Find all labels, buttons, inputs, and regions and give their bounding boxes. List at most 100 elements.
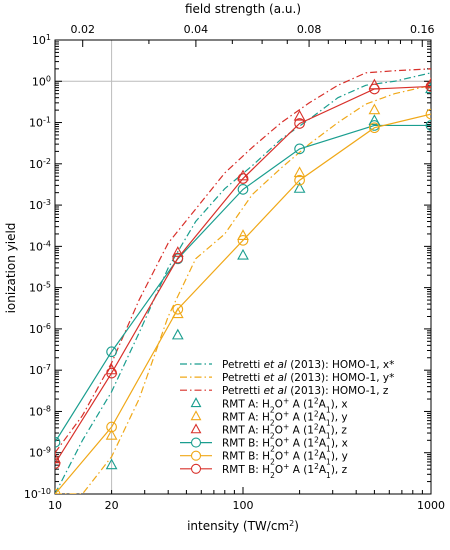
tick-base: 10 [29,117,43,130]
y-tick-label: 10-10 [24,487,51,502]
legend-label: RMT A: H2O+ A (12A1), y [222,409,348,427]
text-span: A (1 [289,398,314,410]
tick-base: 10 [29,199,43,212]
text-span: O [275,398,283,410]
legend: Petretti et al (2013): HOMO-1, x*Petrett… [180,359,394,479]
data-point-circle [369,122,380,134]
text-span: O [275,425,283,437]
legend-label: Petretti et al (2013): HOMO-1, y* [222,372,394,384]
data-point-circle [237,234,249,246]
legend-superscript: + [283,409,289,418]
x-tick-label: 10 [48,499,62,512]
data-point-circle [237,173,249,184]
data-point-circle [106,421,117,433]
legend-triangle-sample [190,397,202,408]
x2-tick-label: 0.02 [70,23,95,36]
legend-subscript: 2 [270,444,275,453]
text-span: RMT B: H [222,464,270,476]
data-point-circle [106,346,117,358]
data-point-triangle [368,114,381,125]
text-span: RMT B: H [222,438,270,450]
tick-base: 10 [29,240,43,253]
tick-exponent: -8 [43,404,51,413]
y-tick-label: 100 [32,74,51,89]
text-span: ), z [331,425,348,437]
legend-superscript: 2 [314,396,319,405]
legend-italic: et al [264,372,287,384]
y-tick-label: 10-6 [29,321,51,336]
legend-italic: et al [264,359,287,371]
text-span: Petretti [222,372,264,384]
legend-superscript: 2 [314,448,319,457]
tick-base: 10 [29,405,43,418]
tick-exponent: -10 [38,487,51,496]
data-point-triangle [237,169,249,181]
legend-circle-sample [190,437,202,448]
text-span: O [275,464,283,476]
unit-superscript: 2 [289,519,294,528]
x-tick-label: 20 [105,499,119,512]
y-tick-label: 10-4 [29,239,51,254]
text-span: RMT B: H [222,451,270,463]
legend-subscript: 1 [326,418,331,427]
text-span: O [275,451,283,463]
data-point-circle [55,488,61,494]
x-tick-label: 100 [233,499,254,512]
tick-exponent: -6 [43,321,51,330]
text-span: A [319,438,327,450]
text-span: Petretti [222,385,264,397]
legend-subscript: 1 [326,470,331,479]
data-point-triangle [425,77,431,89]
y-tick-label: 101 [32,33,51,48]
tick-exponent: 1 [46,33,51,42]
legend-label: Petretti et al (2013): HOMO-1, z [222,385,389,397]
text-span: A [319,411,327,423]
data-point-circle [294,118,305,129]
top-axis-title: field strength (a.u.) [185,2,301,16]
tick-exponent: -3 [43,198,51,207]
legend-subscript: 1 [326,444,331,453]
legend-superscript: + [283,435,289,444]
y-tick-label: 10-9 [29,445,51,460]
data-point-triangle [293,166,306,178]
legend-superscript: + [283,396,289,405]
legend-superscript: 2 [314,435,319,444]
x2-tick-label: 0.04 [184,23,209,36]
data-point-circle [106,367,117,379]
legend-superscript: + [283,448,289,457]
legend-label: RMT B: H2O+ A (12A1), x [222,435,348,453]
tick-base: 10 [29,158,43,171]
legend-label: RMT A: H2O+ A (12A1), z [222,422,347,440]
legend-subscript: 2 [270,457,275,466]
tick-base: 10 [32,75,46,88]
text-span: ), x [331,398,348,410]
data-point-triangle [105,458,118,470]
text-span: A [319,425,327,437]
data-point-triangle [368,103,381,115]
data-point-circle [294,143,305,155]
data-point-triangle [237,229,249,240]
legend-superscript: + [283,461,289,470]
x-axis-title: intensity (TW/cm2) [187,519,299,534]
text-span: ), y [331,451,348,463]
text-span: (2013): HOMO-1, x* [287,359,395,371]
data-point-triangle [293,182,306,193]
text-span: RMT A: H [222,411,270,423]
data-point-circle [237,184,249,195]
y-tick-label: 10-7 [29,363,51,378]
text-span: O [275,438,283,450]
x-tick-label: 1000 [417,499,445,512]
y-tick-label: 10-2 [29,156,51,171]
text-span: RMT A: H [222,425,270,437]
data-point-triangle [171,246,184,257]
legend-label: RMT A: H2O+ A (12A1), x [222,396,348,414]
text-span: ), y [331,411,348,423]
data-point-circle [172,303,184,315]
x2-tick-label: 0.16 [410,23,435,36]
legend-label: RMT B: H2O+ A (12A1), z [222,461,348,479]
tick-exponent: -4 [43,239,51,248]
y-axis-title: ionization yield [4,223,18,314]
text-span: A (1 [289,438,314,450]
tick-base: 10 [29,364,43,377]
